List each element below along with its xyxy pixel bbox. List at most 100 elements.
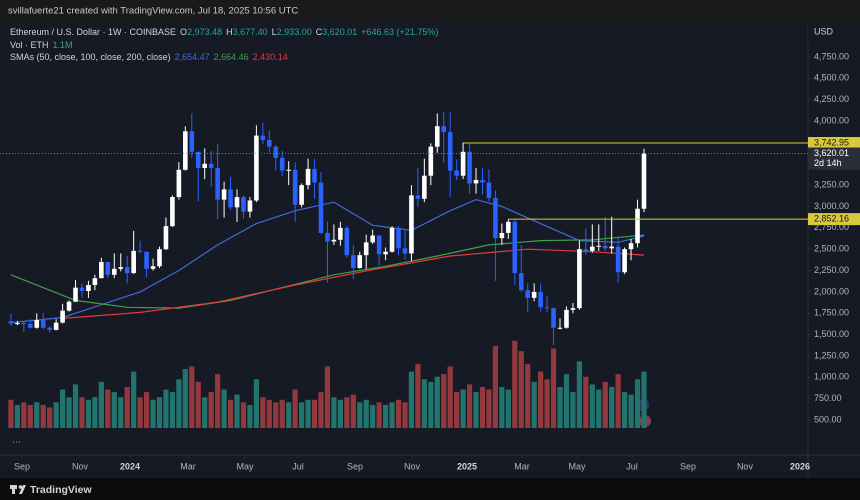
candle-body bbox=[376, 235, 382, 255]
volume-label: 1.1M bbox=[52, 39, 73, 50]
volume-bar bbox=[563, 374, 570, 428]
header-bar bbox=[0, 0, 860, 22]
candle-body bbox=[21, 323, 27, 325]
candle-body bbox=[8, 321, 14, 324]
volume-bar bbox=[260, 397, 266, 428]
candle-body bbox=[434, 126, 440, 147]
candle-body bbox=[467, 151, 472, 184]
volume-bar bbox=[143, 392, 150, 428]
candle-body bbox=[183, 131, 188, 170]
volume-bar bbox=[441, 374, 447, 428]
candle-body bbox=[215, 168, 220, 200]
volume-bar bbox=[589, 384, 595, 428]
sma-title: SMAs (50, close, 100, close, 200, close) bbox=[10, 52, 171, 62]
candle-body bbox=[551, 308, 556, 328]
y-tick-label: 1,000.00 bbox=[814, 372, 849, 382]
volume-bar bbox=[202, 397, 208, 428]
ohlc-value: 3,620.01 bbox=[322, 27, 358, 37]
candle-body bbox=[163, 226, 169, 250]
x-tick-label: Mar bbox=[180, 461, 196, 471]
candle-body bbox=[86, 285, 91, 292]
candle-body bbox=[363, 242, 369, 256]
volume-bar bbox=[34, 402, 40, 428]
volume-bar bbox=[499, 386, 505, 428]
volume-bar bbox=[434, 376, 440, 428]
ohlc-name: O bbox=[180, 27, 188, 37]
brand-logo bbox=[10, 485, 26, 494]
volume-bar bbox=[299, 402, 305, 428]
volume-bar bbox=[544, 379, 550, 428]
candle-body bbox=[170, 197, 175, 227]
candle-body bbox=[577, 249, 582, 309]
footer-bar bbox=[0, 478, 860, 500]
volume-bar bbox=[40, 404, 46, 428]
volume-bar bbox=[79, 397, 85, 428]
candle-body bbox=[66, 301, 72, 311]
volume-bar bbox=[8, 399, 14, 428]
y-tick-label: 4,000.00 bbox=[814, 115, 849, 125]
volume-bar bbox=[602, 381, 608, 428]
volume-bar bbox=[247, 404, 253, 428]
brand: TradingView bbox=[30, 484, 92, 496]
candle-body bbox=[493, 197, 498, 239]
volume-bar bbox=[382, 404, 389, 428]
candle-body bbox=[331, 239, 337, 242]
symbol: Ethereum / U.S. Dollar · 1W · COINBASE bbox=[10, 27, 177, 37]
candle-body bbox=[221, 189, 227, 200]
legend: Ethereum / U.S. Dollar · 1W · COINBASE O2… bbox=[10, 26, 442, 64]
volume-bar bbox=[279, 399, 285, 428]
candle-body bbox=[370, 235, 375, 243]
candle-body bbox=[318, 182, 324, 233]
candle-body bbox=[195, 151, 201, 169]
candle-body bbox=[118, 267, 124, 269]
volume-bar bbox=[118, 397, 124, 428]
candle-body bbox=[299, 185, 304, 205]
volume-bar bbox=[609, 386, 615, 428]
x-tick-label: May bbox=[237, 461, 255, 471]
candle-body bbox=[635, 208, 640, 244]
candle-body bbox=[557, 327, 563, 329]
candle-body bbox=[53, 322, 59, 330]
volume-bar bbox=[447, 366, 453, 428]
x-tick-label: May bbox=[568, 461, 586, 471]
level-label-box bbox=[808, 213, 860, 226]
volume-bar bbox=[634, 379, 641, 428]
sma-line bbox=[62, 248, 645, 319]
y-tick-label: 750.00 bbox=[814, 393, 842, 403]
candle-body bbox=[254, 135, 259, 201]
candle-body bbox=[486, 182, 492, 198]
volume-bar bbox=[324, 366, 331, 428]
x-tick-label: Mar bbox=[514, 461, 530, 471]
y-tick-label: 2,500.00 bbox=[814, 244, 849, 254]
volume-bar bbox=[622, 392, 628, 428]
candle-body bbox=[389, 227, 395, 252]
candle-body bbox=[531, 291, 537, 298]
volume-bar bbox=[473, 392, 479, 428]
volume-bar bbox=[518, 351, 524, 428]
candle-body bbox=[305, 168, 311, 186]
y-tick-label: 1,500.00 bbox=[814, 329, 849, 339]
candle-body bbox=[583, 249, 589, 251]
x-tick-label: Jul bbox=[626, 461, 638, 471]
candle-body bbox=[273, 146, 279, 158]
volume-bar bbox=[240, 402, 247, 428]
y-tick-label: 4,250.00 bbox=[814, 94, 849, 104]
candle-body bbox=[564, 309, 569, 328]
candle-body bbox=[99, 261, 104, 279]
volume-bar bbox=[137, 397, 143, 428]
volume-bar bbox=[350, 394, 356, 428]
legend-line: SMAs (50, close, 100, close, 200, close)… bbox=[10, 51, 442, 64]
volume-bar bbox=[376, 402, 382, 428]
volume-bar bbox=[421, 379, 427, 428]
candle-body bbox=[590, 246, 595, 251]
x-tick-label: Sep bbox=[347, 461, 363, 471]
volume-bar bbox=[628, 394, 634, 428]
candle-body bbox=[157, 249, 162, 267]
candle-body bbox=[480, 179, 485, 183]
candle-body bbox=[60, 310, 65, 323]
volume-bar bbox=[234, 394, 240, 428]
volume-bar bbox=[486, 389, 492, 428]
currency: USD bbox=[814, 26, 834, 36]
volume-bar bbox=[408, 371, 415, 428]
